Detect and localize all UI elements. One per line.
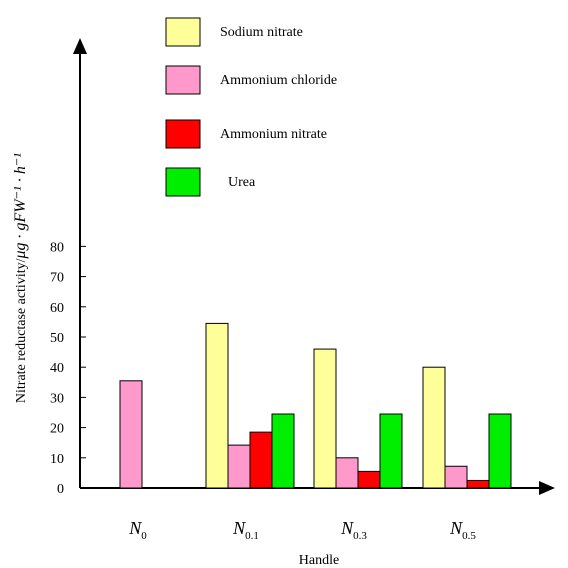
bar-ammonium-nitrate-1 xyxy=(249,431,273,489)
legend-swatch-0 xyxy=(165,17,201,47)
y-tick-label-50: 50 xyxy=(50,331,64,346)
axis-labels: N0 N0.1 N0.3 N0.5 Handle Nitrate reductase ac… xyxy=(12,153,476,568)
bar-ammonium-chloride-3 xyxy=(444,465,468,489)
y-axis-arrow xyxy=(73,38,87,54)
bar-sodium-nitrate-1 xyxy=(205,322,229,489)
legend-label-0: Sodium nitrate xyxy=(220,25,303,40)
x-tick-label-3: N0.5 xyxy=(449,518,476,542)
y-tick-label-30: 30 xyxy=(50,391,64,406)
bar-ammonium-chloride-2 xyxy=(335,457,359,489)
bar-urea-1 xyxy=(271,413,295,489)
x-tick-label-0: N0 xyxy=(128,518,147,542)
bar-ammonium-nitrate-2 xyxy=(357,470,381,489)
y-tick-label-0: 0 xyxy=(57,482,64,497)
y-tick-label-40: 40 xyxy=(50,361,64,376)
bar-ammonium-nitrate-3 xyxy=(466,479,490,489)
legend-label-2: Ammonium nitrate xyxy=(220,127,327,142)
legend-swatch-1 xyxy=(165,65,201,95)
x-axis-arrow xyxy=(539,481,555,495)
x-tick-label-2: N0.3 xyxy=(340,518,367,542)
y-tick-label-70: 70 xyxy=(50,271,64,286)
x-axis-title: Handle xyxy=(299,553,339,568)
bars xyxy=(119,322,512,489)
legend-swatch-2 xyxy=(165,119,201,149)
y-tick-label-20: 20 xyxy=(50,422,64,437)
bar-urea-3 xyxy=(488,413,512,489)
x-tick-label-1: N0.1 xyxy=(232,518,259,542)
axes: 0 10 20 30 40 50 60 70 80 xyxy=(50,38,555,497)
bar-ammonium-chloride-0 xyxy=(119,380,143,489)
legend: Sodium nitrate Ammonium chloride Ammonium … xyxy=(165,17,337,197)
bar-sodium-nitrate-2 xyxy=(313,348,337,489)
y-tick-label-80: 80 xyxy=(50,240,64,255)
y-axis-title: Nitrate reductase activity/μg · gFW⁻¹ · … xyxy=(12,153,29,403)
y-tick-label-10: 10 xyxy=(50,452,64,467)
bar-sodium-nitrate-3 xyxy=(422,366,446,489)
y-tick-label-60: 60 xyxy=(50,301,64,316)
legend-swatch-3 xyxy=(165,167,201,197)
legend-label-1: Ammonium chloride xyxy=(220,73,337,88)
legend-label-3: Urea xyxy=(228,175,256,190)
bar-ammonium-chloride-1 xyxy=(227,444,251,489)
bar-urea-2 xyxy=(379,413,403,489)
